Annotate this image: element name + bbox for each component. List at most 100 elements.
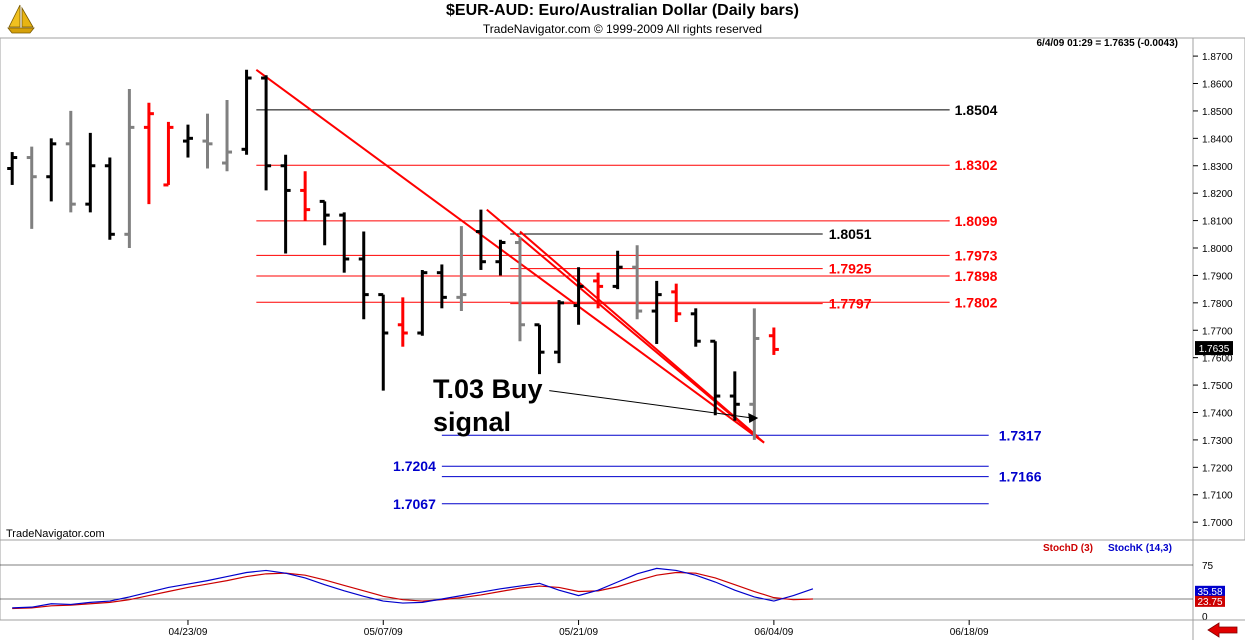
level-label: 1.8302 xyxy=(955,157,998,173)
stoch-level-label: 75 xyxy=(1202,561,1214,572)
price-bar xyxy=(163,121,174,187)
price-tick-label: 1.7000 xyxy=(1202,518,1233,529)
stochastic-panel-border xyxy=(0,539,1194,621)
sailboat-logo-icon xyxy=(7,4,35,34)
price-bar xyxy=(768,327,779,355)
price-bar xyxy=(7,152,18,185)
stoch-d-line xyxy=(12,571,813,610)
price-bar xyxy=(495,239,506,276)
price-bar xyxy=(300,171,311,221)
date-tick-label: 05/07/09 xyxy=(364,627,403,638)
date-tick-label: 04/23/09 xyxy=(169,627,208,638)
price-tick-label: 1.7300 xyxy=(1202,436,1233,447)
price-bar xyxy=(397,297,408,347)
price-bar xyxy=(475,209,486,270)
stoch-level-label: 0 xyxy=(1202,612,1208,623)
level-label: 1.7204 xyxy=(393,458,436,474)
price-tick-label: 1.8700 xyxy=(1202,52,1233,63)
stoch-d-tag xyxy=(1195,595,1225,607)
price-bar xyxy=(124,88,135,249)
date-tick-label: 06/04/09 xyxy=(754,627,793,638)
stoch-d-value: 23.75 xyxy=(1197,597,1222,608)
price-bar xyxy=(651,280,662,344)
fibonacci-levels: 1.8504 1.8302 1.8099 1.7973 1.7898 1.7802 1.80… xyxy=(256,102,1042,512)
quote-readout: 6/4/09 01:29 = 1.7635 (-0.0043) xyxy=(1037,38,1179,49)
last-price-box xyxy=(1195,341,1233,356)
price-tick-label: 1.7100 xyxy=(1202,491,1233,502)
price-bar xyxy=(280,154,291,254)
watermark: TradeNavigator.com xyxy=(6,528,105,540)
trendline xyxy=(486,208,765,444)
price-axis: 1.8700 1.8600 1.8500 1.8400 1.8300 1.8200 1.81… xyxy=(1193,52,1233,529)
level-label: 1.7973 xyxy=(955,247,998,263)
price-bar xyxy=(26,146,37,229)
price-tick-label: 1.8000 xyxy=(1202,244,1233,255)
stoch-k-legend: StochK (14,3) xyxy=(1108,543,1172,554)
date-axis: 04/23/09 05/07/09 05/21/09 06/04/09 06/18/09 xyxy=(0,619,1245,638)
date-tick-label: 05/21/09 xyxy=(559,627,598,638)
price-bar xyxy=(632,245,643,320)
level-label: 1.7067 xyxy=(393,496,436,512)
level-label: 1.8099 xyxy=(955,213,998,229)
annotation-arrow-shaft xyxy=(549,390,753,419)
annotation-arrow-head xyxy=(748,412,759,423)
price-tick-label: 1.8600 xyxy=(1202,80,1233,91)
price-bar xyxy=(417,269,428,336)
price-bar xyxy=(690,308,701,347)
price-tick-label: 1.7700 xyxy=(1202,326,1233,337)
level-label: 1.7797 xyxy=(829,296,872,312)
price-bar xyxy=(456,226,467,312)
price-tick-label: 1.8500 xyxy=(1202,107,1233,118)
level-label: 1.7317 xyxy=(999,427,1042,443)
stoch-k-tag xyxy=(1195,585,1225,597)
price-bar xyxy=(573,267,584,325)
price-tick-label: 1.7400 xyxy=(1202,409,1233,420)
price-bar xyxy=(436,264,447,309)
scroll-left-button[interactable] xyxy=(1205,622,1243,638)
stoch-d-legend: StochD (3) xyxy=(1043,543,1093,554)
price-bar xyxy=(671,283,682,323)
price-bar xyxy=(534,323,545,375)
level-label: 1.7166 xyxy=(999,469,1042,485)
chart-subtitle: TradeNavigator.com © 1999-2009 All right… xyxy=(482,22,763,36)
price-bar xyxy=(85,132,96,213)
price-bar xyxy=(339,212,350,273)
price-bar xyxy=(202,113,213,169)
price-bar xyxy=(104,157,115,240)
level-label: 1.8051 xyxy=(829,226,872,242)
price-bar xyxy=(554,300,565,364)
price-bar xyxy=(65,110,76,213)
left-arrow-icon[interactable] xyxy=(1207,622,1238,638)
price-bar xyxy=(358,231,369,320)
level-label: 1.8504 xyxy=(955,102,998,118)
price-bar xyxy=(378,293,389,391)
price-tick-label: 1.7500 xyxy=(1202,381,1233,392)
main-panel: 1.8700 1.8600 1.8500 1.8400 1.8300 1.8200 1.81… xyxy=(0,37,1245,640)
trendline xyxy=(255,68,765,444)
price-bar xyxy=(182,124,193,158)
price-tick-label: 1.7900 xyxy=(1202,271,1233,282)
price-bar xyxy=(710,339,721,416)
price-tick-label: 1.7800 xyxy=(1202,299,1233,310)
price-bar xyxy=(593,272,604,309)
stoch-k-line xyxy=(12,567,814,609)
price-bar xyxy=(319,199,330,246)
price-tick-label: 1.7600 xyxy=(1202,354,1233,365)
price-bars xyxy=(7,69,779,440)
price-tick-label: 1.8300 xyxy=(1202,162,1233,173)
annotation-text-line2: signal xyxy=(433,407,511,437)
price-bar xyxy=(514,237,525,342)
price-bar xyxy=(612,250,623,290)
level-label: 1.7898 xyxy=(955,268,998,284)
level-label: 1.7925 xyxy=(829,261,872,277)
price-tick-label: 1.8100 xyxy=(1202,217,1233,228)
price-tick-label: 1.7200 xyxy=(1202,463,1233,474)
price-bar xyxy=(261,75,272,191)
price-bar xyxy=(222,99,233,172)
annotation-text-line1: T.03 Buy xyxy=(433,374,543,404)
trendlines xyxy=(255,68,765,444)
